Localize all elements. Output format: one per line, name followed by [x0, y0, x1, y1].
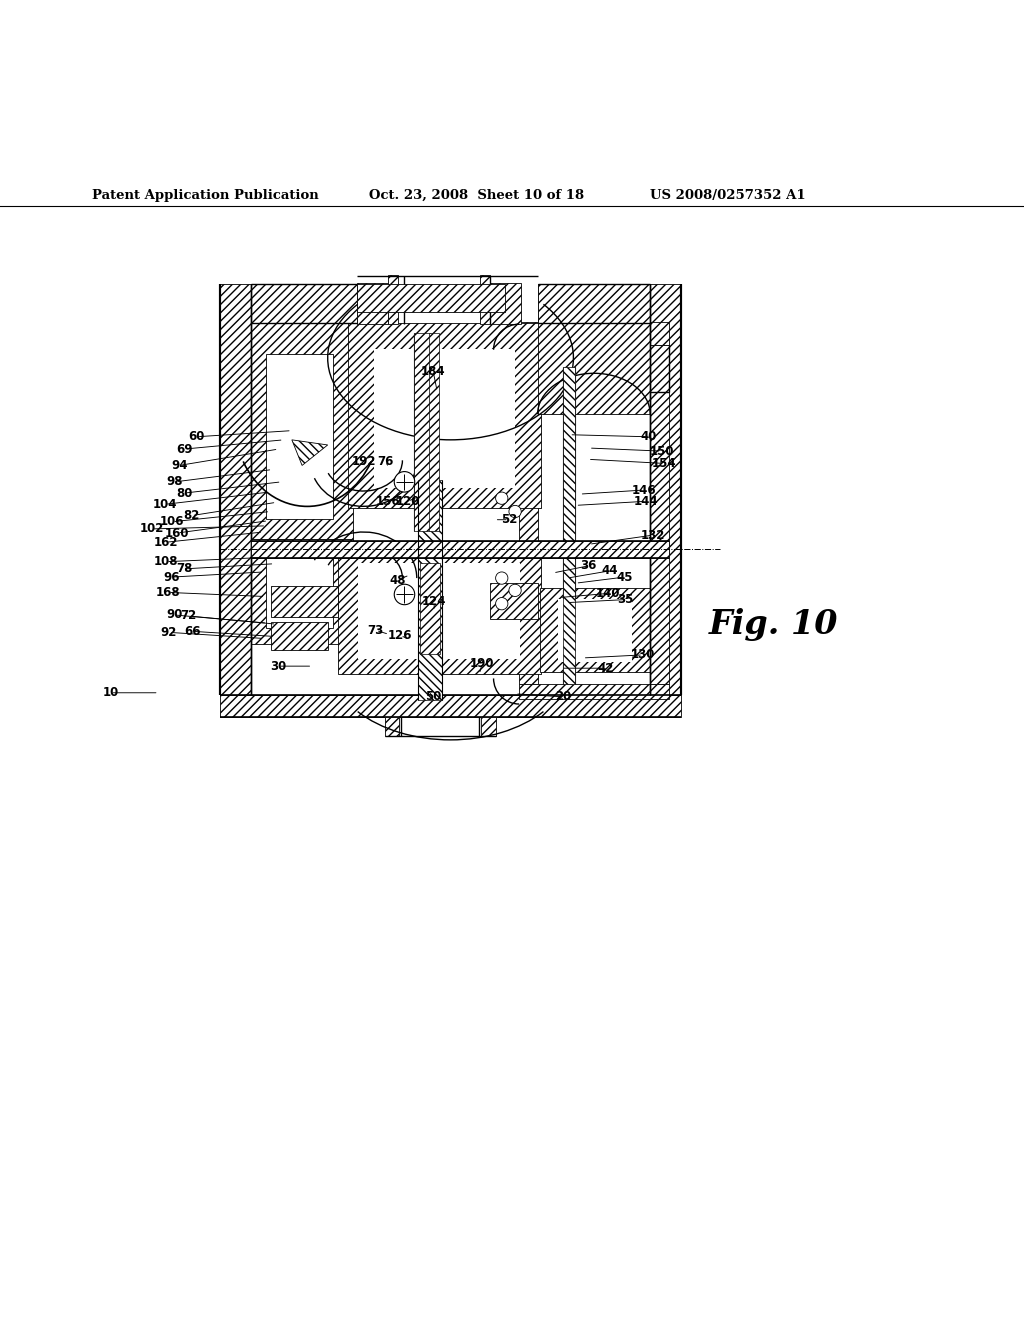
Text: 108: 108	[154, 556, 178, 568]
Polygon shape	[357, 284, 388, 325]
Text: 96: 96	[164, 570, 180, 583]
Text: Oct. 23, 2008  Sheet 10 of 18: Oct. 23, 2008 Sheet 10 of 18	[369, 189, 584, 202]
Polygon shape	[374, 348, 515, 488]
Text: 50: 50	[425, 690, 441, 704]
Text: 35: 35	[617, 593, 634, 606]
Text: 10: 10	[102, 686, 119, 700]
Polygon shape	[563, 367, 575, 684]
Text: 69: 69	[176, 442, 193, 455]
Polygon shape	[388, 275, 398, 325]
Text: 90: 90	[166, 609, 182, 622]
Text: 106: 106	[160, 515, 184, 528]
Polygon shape	[538, 284, 650, 414]
Polygon shape	[251, 323, 353, 539]
Circle shape	[394, 471, 415, 492]
Polygon shape	[220, 284, 251, 694]
Text: 144: 144	[634, 495, 658, 508]
Polygon shape	[251, 541, 669, 557]
Polygon shape	[266, 549, 333, 628]
Polygon shape	[650, 284, 681, 694]
Text: 190: 190	[470, 656, 495, 669]
Text: 52: 52	[501, 513, 517, 527]
Circle shape	[394, 585, 415, 605]
Text: 94: 94	[171, 459, 187, 473]
Text: 82: 82	[183, 510, 200, 523]
Text: 76: 76	[377, 455, 393, 467]
Polygon shape	[358, 562, 520, 659]
Polygon shape	[490, 284, 521, 325]
Text: 184: 184	[421, 364, 445, 378]
Text: 30: 30	[270, 660, 287, 673]
Text: 160: 160	[165, 527, 189, 540]
Circle shape	[496, 492, 508, 504]
Text: 130: 130	[631, 648, 655, 661]
Text: 146: 146	[632, 483, 656, 496]
Polygon shape	[429, 334, 439, 531]
Text: 44: 44	[601, 565, 617, 577]
Polygon shape	[558, 598, 632, 663]
Polygon shape	[538, 284, 650, 323]
Text: 92: 92	[161, 626, 177, 639]
Polygon shape	[481, 717, 496, 735]
Polygon shape	[251, 539, 353, 644]
Text: 168: 168	[156, 586, 180, 599]
Text: 80: 80	[176, 487, 193, 499]
Text: 60: 60	[188, 430, 205, 444]
Circle shape	[496, 598, 508, 610]
Text: 20: 20	[555, 690, 571, 704]
Polygon shape	[271, 622, 328, 649]
Polygon shape	[480, 275, 490, 325]
Polygon shape	[519, 345, 538, 684]
Text: 40: 40	[640, 430, 656, 444]
Polygon shape	[650, 345, 669, 684]
Circle shape	[509, 506, 521, 517]
Circle shape	[509, 585, 521, 597]
Text: 48: 48	[389, 574, 406, 586]
Polygon shape	[414, 334, 430, 531]
Text: 104: 104	[153, 498, 177, 511]
Polygon shape	[220, 694, 681, 717]
Text: 192: 192	[351, 455, 376, 467]
Text: 36: 36	[581, 560, 597, 573]
Polygon shape	[540, 589, 650, 672]
Polygon shape	[266, 354, 333, 519]
Text: Fig. 10: Fig. 10	[709, 607, 838, 640]
Polygon shape	[418, 479, 442, 700]
Text: 42: 42	[597, 661, 613, 675]
Text: 45: 45	[616, 570, 633, 583]
Polygon shape	[490, 583, 538, 619]
Polygon shape	[348, 323, 541, 508]
Text: 72: 72	[180, 610, 197, 623]
Polygon shape	[385, 717, 399, 735]
Polygon shape	[519, 684, 669, 698]
Text: Patent Application Publication: Patent Application Publication	[92, 189, 318, 202]
Text: 124: 124	[422, 595, 446, 609]
Text: 66: 66	[184, 624, 201, 638]
Polygon shape	[357, 284, 505, 312]
Text: 140: 140	[596, 587, 621, 599]
Polygon shape	[271, 586, 338, 616]
Text: US 2008/0257352 A1: US 2008/0257352 A1	[650, 189, 806, 202]
Text: 154: 154	[651, 457, 676, 470]
Text: 162: 162	[154, 536, 178, 549]
Text: 126: 126	[388, 628, 413, 642]
Text: 73: 73	[368, 624, 384, 636]
Circle shape	[496, 572, 508, 585]
Text: 156: 156	[376, 495, 400, 508]
Polygon shape	[519, 322, 669, 345]
Text: 98: 98	[167, 475, 183, 488]
Text: 150: 150	[649, 445, 674, 458]
Text: 120: 120	[395, 495, 420, 508]
Polygon shape	[420, 562, 440, 653]
Polygon shape	[251, 284, 357, 323]
Text: 132: 132	[641, 528, 666, 541]
Polygon shape	[338, 557, 541, 675]
Polygon shape	[292, 440, 328, 466]
Text: 102: 102	[139, 523, 164, 536]
Text: 78: 78	[176, 562, 193, 576]
